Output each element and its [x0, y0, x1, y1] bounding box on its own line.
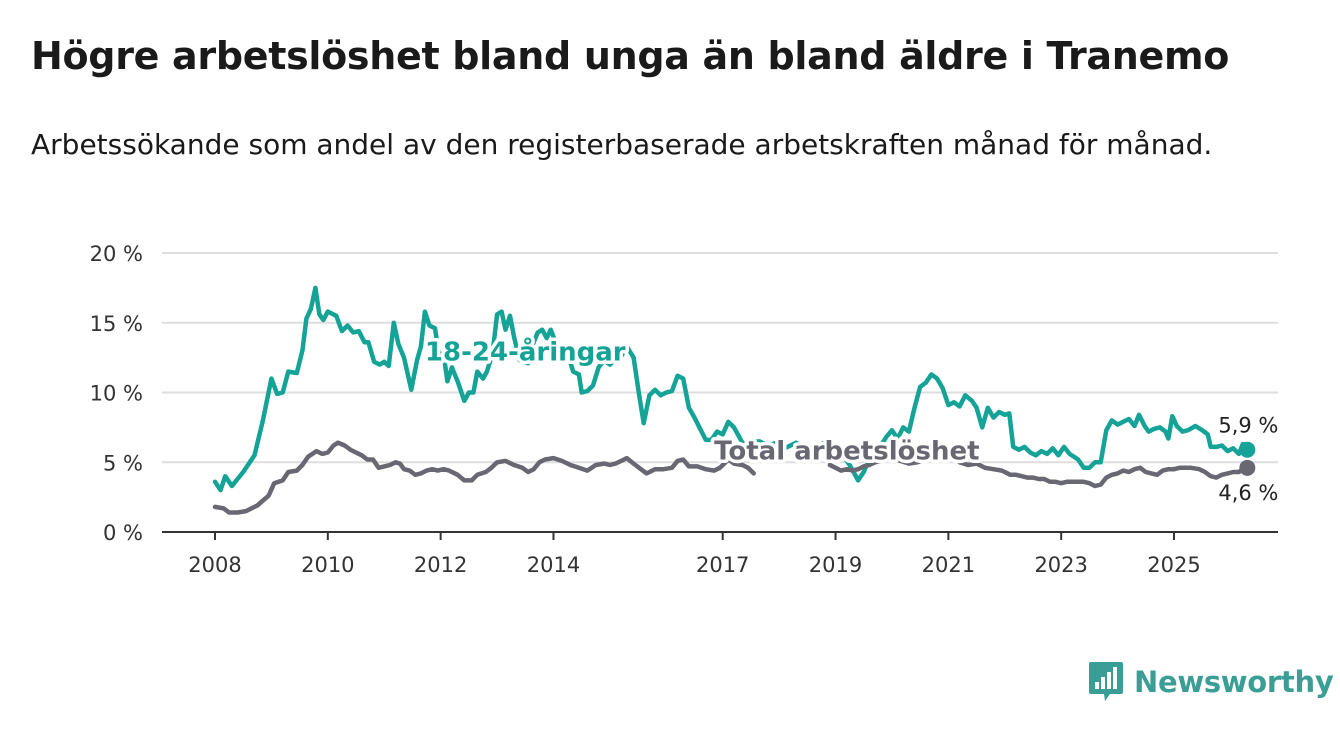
y-tick-label: 15 % [90, 312, 143, 336]
x-tick-label: 2010 [301, 553, 354, 577]
series-line-2 [212, 440, 756, 515]
end-dot-total [1239, 459, 1256, 476]
x-tick-label: 2021 [922, 553, 975, 577]
end-dot-youth [1239, 441, 1256, 458]
x-tick-label: 2014 [527, 553, 580, 577]
end-markers: 5,9 % 4,6 % [1216, 411, 1281, 507]
series-line-3 [827, 448, 1250, 489]
end-value-label-youth: 5,9 % [1218, 414, 1278, 438]
bar-chart-logo-icon [1089, 662, 1123, 701]
series-label-youth: 18-24-åringar [425, 335, 626, 367]
x-axis-ticks: 2008 2010 2012 2014 2017 2019 2021 2023 2025 [162, 531, 1278, 577]
series-line-1 [757, 372, 1250, 483]
y-tick-label: 20 % [90, 242, 143, 266]
x-tick-label: 2023 [1034, 553, 1087, 577]
x-tick-label: 2008 [188, 553, 241, 577]
series-label-total: Total arbetslöshet [714, 436, 979, 466]
end-value-label-total: 4,6 % [1218, 481, 1278, 505]
brand-logo: Newsworthy [1088, 660, 1334, 704]
y-tick-label: 10 % [90, 382, 143, 406]
x-tick-label: 2019 [809, 553, 862, 577]
chart-subtitle: Arbetssökande som andel av den registerb… [31, 128, 1213, 161]
x-tick-label: 2025 [1147, 553, 1200, 577]
x-tick-label: 2012 [414, 553, 467, 577]
x-tick-label: 2017 [696, 553, 749, 577]
chart-title: Högre arbetslöshet bland unga än bland ä… [31, 34, 1230, 78]
y-axis-ticks: 0 % 5 % 10 % 15 % 20 % [90, 242, 143, 545]
y-tick-label: 5 % [103, 451, 143, 475]
y-tick-label: 0 % [103, 521, 143, 545]
brand-name: Newsworthy [1134, 665, 1334, 699]
series-lines [212, 285, 1250, 515]
series-annotations: 18-24-åringar Total arbetslöshet [421, 332, 983, 470]
series-line-0 [212, 285, 759, 493]
